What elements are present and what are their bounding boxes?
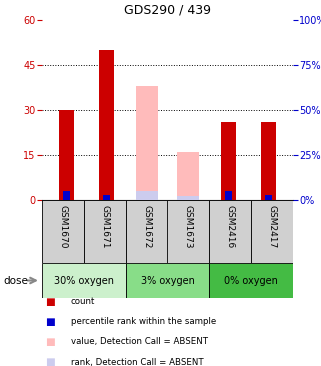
Bar [177,197,199,200]
Bar [136,191,158,200]
Text: GSM1670: GSM1670 [58,205,67,249]
Text: rank, Detection Call = ABSENT: rank, Detection Call = ABSENT [71,358,204,366]
Bar [261,122,276,200]
Bar [265,195,272,200]
Bar [225,191,232,200]
Text: ■: ■ [45,337,55,347]
Bar [84,200,126,263]
Bar [42,200,84,263]
Bar [177,152,199,200]
Bar [63,191,70,200]
Text: count: count [71,297,95,306]
Text: 0% oxygen: 0% oxygen [224,276,278,285]
Bar [42,263,126,298]
Text: percentile rank within the sample: percentile rank within the sample [71,317,216,326]
Text: GDS290 / 439: GDS290 / 439 [124,3,211,16]
Bar [126,200,168,263]
Text: ■: ■ [45,357,55,366]
Bar [103,195,110,200]
Text: ■: ■ [45,317,55,327]
Bar [209,200,251,263]
Text: GSM1671: GSM1671 [100,205,109,249]
Bar [59,110,74,200]
Text: value, Detection Call = ABSENT: value, Detection Call = ABSENT [71,337,208,347]
Text: GSM2416: GSM2416 [226,205,235,248]
Text: GSM1672: GSM1672 [142,205,151,249]
Text: GSM1673: GSM1673 [184,205,193,249]
Text: GSM2417: GSM2417 [268,205,277,248]
Bar [99,50,115,200]
Text: ■: ■ [45,297,55,307]
Bar [221,122,236,200]
Text: 3% oxygen: 3% oxygen [141,276,195,285]
Text: 30% oxygen: 30% oxygen [54,276,114,285]
Bar [136,86,158,200]
Bar [168,200,209,263]
Text: dose: dose [3,276,28,285]
Bar [251,200,293,263]
Bar [209,263,293,298]
Bar [126,263,209,298]
